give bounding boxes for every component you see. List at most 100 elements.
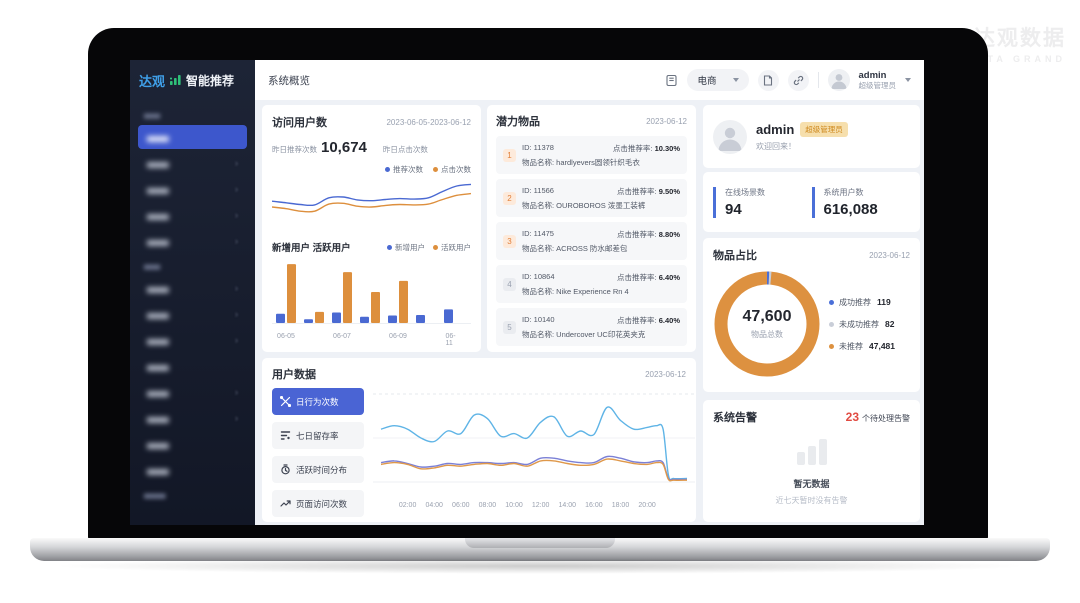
legend-dot bbox=[829, 343, 834, 349]
sidebar-item[interactable]: ▅▅▅▅ bbox=[138, 125, 247, 149]
sidebar-item[interactable]: ▅▅▅▅ › bbox=[138, 302, 247, 326]
sidebar-item[interactable]: ▅▅▅▅ › bbox=[138, 406, 247, 430]
sidebar-item-label: ▅▅▅▅ bbox=[147, 132, 169, 142]
user-info[interactable]: admin 超级管理员 bbox=[859, 70, 897, 90]
potential-item-row[interactable]: 4 ID: 10864 点击推荐率: 6.40% 物品名称: Nike Experie… bbox=[496, 265, 687, 303]
visits-date-range: 2023-06-05-2023-06-12 bbox=[386, 117, 471, 127]
stat-block: 在线场景数 94 bbox=[713, 186, 812, 218]
donut-center-label: 物品总数 bbox=[751, 330, 783, 339]
x-tick-label: 20:00 bbox=[638, 502, 656, 509]
x-tick-label: 02:00 bbox=[398, 502, 417, 509]
donut-legend-row: 未成功推荐 82 bbox=[829, 319, 895, 330]
tab-页面访问次数[interactable]: 页面访问次数 bbox=[272, 490, 364, 517]
page-title: 系统概览 bbox=[268, 74, 310, 87]
stat-label: 昨日推荐次数 bbox=[272, 145, 317, 154]
divider bbox=[817, 72, 819, 88]
stat-label: 在线场景数 bbox=[725, 187, 765, 197]
sidebar-item[interactable]: ▅▅▅▅ › bbox=[138, 151, 247, 175]
sidebar-item[interactable]: ▅▅▅▅ › bbox=[138, 380, 247, 404]
user-data-date: 2023-06-12 bbox=[645, 369, 686, 379]
sidebar-item-label: ▅▅▅▅ bbox=[147, 335, 169, 345]
item-ctr: 点击推荐率: 10.30% bbox=[612, 143, 680, 153]
sidebar-item[interactable]: ▅▅▅▅ › bbox=[138, 177, 247, 201]
potential-item-row[interactable]: 3 ID: 11475 点击推荐率: 8.80% 物品名称: ACROSS 防水邮差包 bbox=[496, 222, 687, 260]
chevron-right-icon: › bbox=[235, 335, 238, 345]
x-tick-label: 18:00 bbox=[611, 502, 630, 509]
chevron-down-icon[interactable] bbox=[905, 78, 911, 82]
chevron-right-icon: › bbox=[235, 210, 238, 220]
stats-card: 在线场景数 94 系统用户数 616,088 bbox=[703, 172, 920, 232]
stat-value: 616,088 bbox=[823, 200, 878, 218]
chevron-right-icon: › bbox=[235, 413, 238, 423]
visits-line-chart bbox=[271, 183, 472, 213]
visits-card: 访问用户数 2023-06-05-2023-06-12 昨日推荐次数 10,67… bbox=[262, 105, 481, 352]
potential-item-row[interactable]: 5 ID: 10140 点击推荐率: 6.40% 物品名称: Undercover U… bbox=[496, 308, 687, 346]
potential-items-card: 潜力物品 2023-06-12 1 ID: 11378 点击推荐率: 10.30% 物… bbox=[487, 105, 696, 352]
legend-dot bbox=[433, 244, 438, 250]
dashboard: 达观 智能推荐 ▅▅▅ ▅▅▅▅ ▅▅▅▅ › ▅▅▅▅ › ▅▅▅▅ › ▅▅▅▅ › ▅▅▅ ▅▅… bbox=[130, 60, 924, 525]
potential-item-row[interactable]: 1 ID: 11378 点击推荐率: 10.30% 物品名称: hardlyevers… bbox=[496, 136, 687, 174]
scene-select-dropdown[interactable]: 电商 bbox=[687, 69, 749, 91]
sidebar-section-label: ▅▅▅ bbox=[144, 112, 161, 119]
users-bar-chart bbox=[272, 264, 471, 324]
admin-card: admin 超级管理员 欢迎回来！ bbox=[703, 105, 920, 168]
laptop-notch bbox=[465, 538, 615, 548]
x-tick-label: 14:00 bbox=[558, 502, 577, 509]
sidebar-item-label: ▅▅▅▅ bbox=[147, 439, 169, 449]
logo-brand-text: 达观 bbox=[139, 73, 166, 89]
chevron-right-icon: › bbox=[235, 283, 238, 293]
potential-items-list: 1 ID: 11378 点击推荐率: 10.30% 物品名称: hardlyevers… bbox=[496, 136, 687, 346]
legend-dot bbox=[387, 244, 392, 250]
x-tick-label: 06-11 bbox=[445, 333, 456, 347]
sidebar-section-label: ▅▅▅ bbox=[144, 263, 161, 270]
tab-日行为次数[interactable]: 日行为次数 bbox=[272, 388, 364, 415]
sidebar-item[interactable]: ▅▅▅▅ › bbox=[138, 203, 247, 227]
role-badge: 超级管理员 bbox=[800, 121, 848, 137]
sidebar-item[interactable]: ▅▅▅▅ › bbox=[138, 276, 247, 300]
item-id: ID: 11566 bbox=[522, 185, 554, 195]
item-ctr: 点击推荐率: 6.40% bbox=[617, 272, 680, 282]
empty-bars-icon bbox=[796, 439, 827, 465]
chevron-right-icon: › bbox=[235, 387, 238, 397]
book-icon[interactable] bbox=[665, 74, 678, 87]
x-tick-label: 06:00 bbox=[452, 502, 470, 509]
item-ratio-date: 2023-06-12 bbox=[869, 250, 910, 260]
sidebar-item[interactable]: ▅▅▅▅ › bbox=[138, 229, 247, 253]
item-ctr: 点击推荐率: 6.40% bbox=[617, 315, 680, 325]
logo-product-text: 智能推荐 bbox=[186, 73, 235, 88]
sidebar-item[interactable]: ▅▅▅▅ bbox=[138, 354, 247, 378]
time-icon bbox=[280, 464, 291, 475]
item-ratio-card: 物品占比 2023-06-12 47,600 物品总数 bbox=[703, 238, 920, 392]
legend-label: 成功推荐 bbox=[839, 297, 871, 307]
legend-dot bbox=[829, 321, 834, 327]
logo-chart-icon bbox=[169, 74, 182, 86]
user-data-title: 用户数据 bbox=[272, 369, 316, 381]
stat-block: 系统用户数 616,088 bbox=[811, 186, 911, 218]
donut-legend-row: 未推荐 47,481 bbox=[829, 341, 895, 352]
empty-title: 暂无数据 bbox=[793, 479, 830, 489]
avatar[interactable] bbox=[827, 69, 850, 91]
sidebar-item[interactable]: ▅▅▅▅ bbox=[138, 432, 247, 456]
potential-item-row[interactable]: 2 ID: 11566 点击推荐率: 9.50% 物品名称: OUROBOROS 泼墨… bbox=[496, 179, 687, 217]
dashboard-content: 访问用户数 2023-06-05-2023-06-12 昨日推荐次数 10,67… bbox=[255, 100, 924, 525]
x-tick-label: 06-09 bbox=[389, 333, 407, 340]
sidebar-item[interactable]: ▅▅▅▅ bbox=[138, 458, 247, 482]
alerts-count-suffix: 个待处理告警 bbox=[862, 414, 910, 423]
x-tick-label: 04:00 bbox=[425, 502, 443, 509]
sidebar-section-label: ▅▅▅▅ bbox=[144, 492, 166, 499]
sidebar-item-label: ▅▅▅▅ bbox=[147, 283, 169, 293]
legend-label: 点击次数 bbox=[441, 165, 471, 174]
watermark-title: 达观数据 bbox=[974, 27, 1066, 50]
user-role: 超级管理员 bbox=[858, 81, 897, 91]
tab-七日留存率[interactable]: 七日留存率 bbox=[272, 422, 364, 449]
legend-value: 119 bbox=[877, 297, 891, 307]
link-icon[interactable] bbox=[787, 69, 809, 91]
tab-活跃时间分布[interactable]: 活跃时间分布 bbox=[272, 456, 364, 483]
pageview-icon bbox=[280, 498, 291, 509]
sidebar-item[interactable]: ▅▅▅▅ › bbox=[138, 328, 247, 352]
document-icon[interactable] bbox=[757, 69, 779, 91]
item-ctr: 点击推荐率: 9.50% bbox=[617, 186, 680, 196]
logo[interactable]: 达观 智能推荐 bbox=[130, 60, 255, 100]
x-tick-label: 08:00 bbox=[478, 502, 497, 509]
